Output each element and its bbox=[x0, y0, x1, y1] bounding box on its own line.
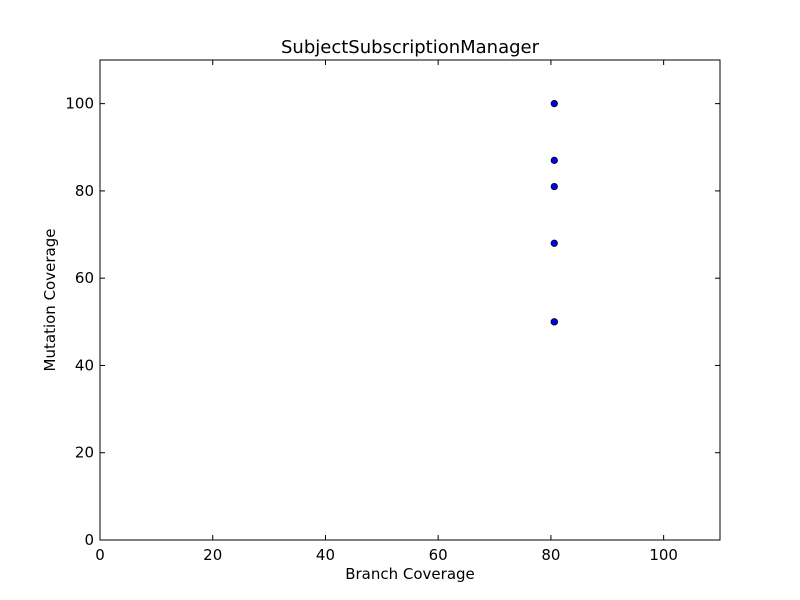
y-axis-label: Mutation Coverage bbox=[41, 229, 59, 372]
scatter-point bbox=[550, 182, 558, 191]
y-tick-label: 100 bbox=[65, 95, 94, 113]
y-tick-label: 0 bbox=[84, 531, 94, 549]
axis-ticks: 0 20 40 60 80 100 0 20 40 60 80 100 bbox=[65, 60, 720, 564]
y-tick-label: 80 bbox=[75, 182, 94, 200]
x-tick-label: 60 bbox=[429, 546, 448, 564]
chart-title: SubjectSubscriptionManager bbox=[281, 37, 540, 58]
x-tick-label: 40 bbox=[316, 546, 335, 564]
y-tick-label: 60 bbox=[75, 269, 94, 287]
x-tick-label: 20 bbox=[203, 546, 222, 564]
plot-area-frame bbox=[99, 59, 721, 541]
x-tick-label: 100 bbox=[649, 546, 678, 564]
y-tick-label: 40 bbox=[75, 356, 94, 374]
y-tick-label: 20 bbox=[75, 444, 94, 462]
scatter-point bbox=[550, 100, 558, 108]
data-points bbox=[550, 100, 558, 326]
x-tick-label: 0 bbox=[95, 546, 105, 564]
x-tick-label: 80 bbox=[541, 546, 560, 564]
x-axis-label: Branch Coverage bbox=[345, 565, 475, 583]
scatter-point bbox=[550, 239, 558, 247]
scatter-point bbox=[550, 156, 558, 164]
scatter-point bbox=[550, 318, 558, 326]
